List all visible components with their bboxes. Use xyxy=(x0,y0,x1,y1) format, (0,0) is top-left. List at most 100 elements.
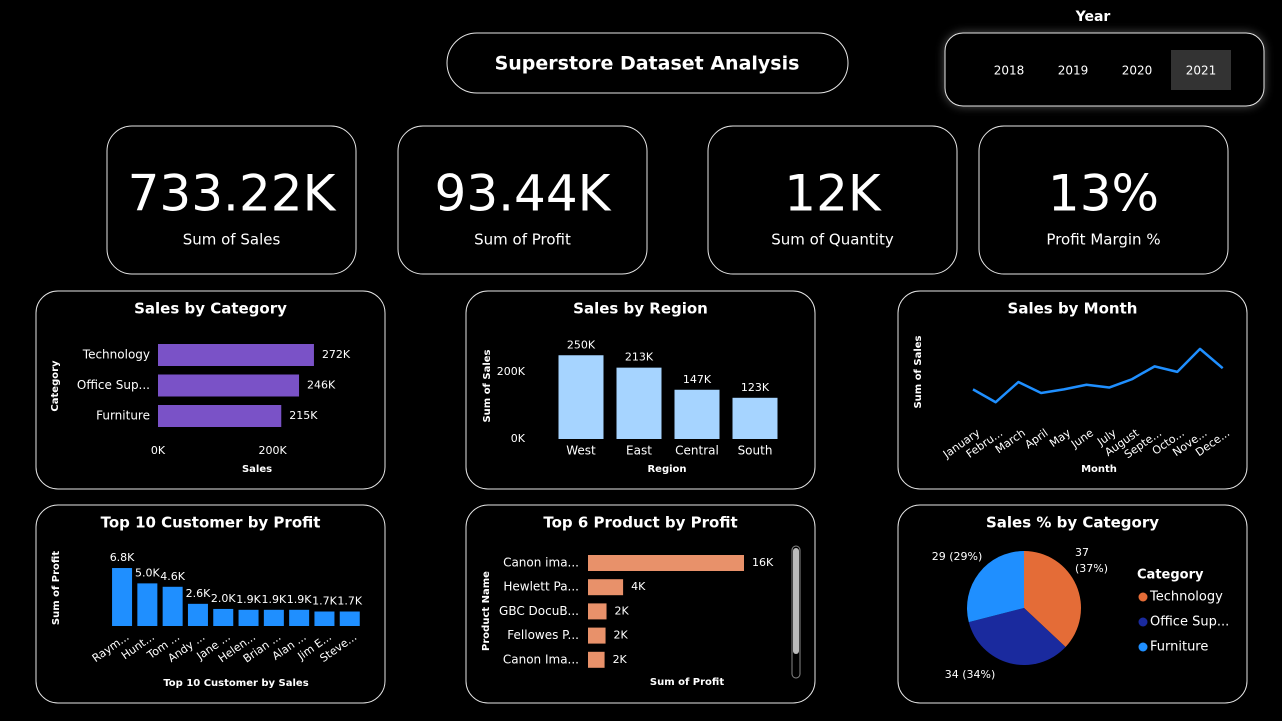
kpi-card xyxy=(106,125,357,275)
kpi-label: Sum of Sales xyxy=(183,231,281,249)
legend-label: Technology xyxy=(1149,590,1223,605)
bar xyxy=(588,651,605,668)
legend-swatch xyxy=(1138,617,1148,627)
data-label: 2K xyxy=(614,629,629,642)
y-tick-label: 200K xyxy=(497,365,526,378)
kpi-label: Profit Margin % xyxy=(1046,231,1160,249)
legend-label: Furniture xyxy=(1150,640,1208,655)
data-label: 2K xyxy=(615,604,630,617)
x-axis-title: Sales xyxy=(242,464,272,475)
x-axis-title: Sum of Profit xyxy=(650,677,724,688)
panel-title: Top 6 Product by Profit xyxy=(543,514,737,532)
x-axis-title: Top 10 Customer by Sales xyxy=(163,678,308,689)
bar xyxy=(588,627,606,644)
bar xyxy=(137,583,158,626)
data-label: 147K xyxy=(683,373,712,386)
slicer-title: Year xyxy=(1075,9,1111,25)
scrollbar-thumb[interactable] xyxy=(793,548,799,654)
bar xyxy=(314,611,335,626)
panel-title: Top 10 Customer by Profit xyxy=(101,514,321,532)
y-tick-label: Furniture xyxy=(96,409,150,423)
y-tick-label: GBC DocuB... xyxy=(499,604,579,618)
panel-title: Sales by Category xyxy=(134,300,287,318)
kpi-value: 93.44K xyxy=(435,165,612,223)
bar xyxy=(238,609,259,626)
bar xyxy=(263,609,284,626)
bar xyxy=(158,374,300,397)
kpi-card xyxy=(397,125,648,275)
slicer-selected xyxy=(1171,50,1231,90)
data-label: 123K xyxy=(741,381,770,394)
y-axis-title: Sum of Sales xyxy=(482,349,493,422)
kpi-value: 13% xyxy=(1048,165,1159,223)
data-label: 246K xyxy=(307,379,336,392)
panels xyxy=(35,290,1248,704)
y-axis-title: Product Name xyxy=(481,571,492,651)
panel-title: Sales % by Category xyxy=(986,514,1159,532)
panel-title: Sales by Region xyxy=(573,300,708,318)
line xyxy=(972,347,1224,404)
y-tick-label: Canon ima... xyxy=(503,556,579,570)
scrollbar-track[interactable] xyxy=(791,545,801,679)
data-label: 2.0K xyxy=(211,592,236,605)
slicer-option[interactable]: 2021 xyxy=(1186,64,1217,78)
pie-slice xyxy=(966,551,1024,623)
y-tick-label: Canon Ima... xyxy=(503,652,579,666)
y-tick-label: Technology xyxy=(82,348,150,362)
slicer-option[interactable]: 2019 xyxy=(1058,64,1089,78)
data-label: 2.6K xyxy=(186,587,211,600)
data-label: 1.9K xyxy=(236,593,261,606)
data-label: 6.8K xyxy=(110,551,135,564)
slicer: 2018 2019 2020 2021 xyxy=(994,50,1231,90)
y-tick-label: Fellowes P... xyxy=(507,628,579,642)
x-tick-label: 0K xyxy=(151,444,166,457)
x-axis-title: Region xyxy=(647,464,686,475)
kpi-value: 733.22K xyxy=(128,165,337,223)
x-tick-label: East xyxy=(626,444,652,458)
data-label: 29 (29%) xyxy=(932,550,983,563)
slicer-option[interactable]: 2018 xyxy=(994,64,1025,78)
x-axis-title: Month xyxy=(1081,464,1117,475)
data-label: 37 (37%) xyxy=(1075,546,1108,575)
y-axis-title: Category xyxy=(50,360,61,412)
legend-swatch xyxy=(1138,592,1148,602)
y-axis-title: Sum of Profit xyxy=(51,551,62,625)
bar xyxy=(588,603,607,620)
panel xyxy=(35,504,386,704)
panel xyxy=(465,504,816,704)
kpi-label: Sum of Profit xyxy=(474,231,571,249)
y-tick-label: 0K xyxy=(511,432,526,445)
kpi-label: Sum of Quantity xyxy=(771,231,894,249)
kpi-row: 733.22K Sum of Sales 93.44K Sum of Profit 12… xyxy=(106,125,1229,275)
dashboard-title: Superstore Dataset Analysis xyxy=(495,53,800,75)
legend-swatch xyxy=(1138,642,1148,652)
data-label: 5.0K xyxy=(135,566,160,579)
bar xyxy=(616,367,662,439)
x-tick-label: Central xyxy=(675,444,719,458)
data-label: 1.9K xyxy=(261,593,286,606)
data-label: 1.9K xyxy=(287,593,312,606)
bar xyxy=(674,389,720,439)
x-tick-label: South xyxy=(738,444,773,458)
bar xyxy=(588,579,624,596)
data-label: 16K xyxy=(752,556,774,569)
bar xyxy=(732,397,778,439)
bar xyxy=(187,603,208,626)
bar xyxy=(158,344,314,366)
panel xyxy=(897,290,1248,490)
x-tick-label: West xyxy=(566,444,596,458)
bar xyxy=(558,355,604,439)
bar xyxy=(213,608,234,626)
slicer-option[interactable]: 2020 xyxy=(1122,64,1153,78)
data-label: 1.7K xyxy=(337,595,362,608)
data-label: 1.7K xyxy=(312,595,337,608)
data-label: 4.6K xyxy=(160,570,185,583)
x-tick-label: 200K xyxy=(259,444,288,457)
panel-title: Sales by Month xyxy=(1008,300,1138,318)
y-axis-title: Sum of Sales xyxy=(913,335,924,408)
pie-slice xyxy=(1024,551,1081,648)
bar xyxy=(158,405,282,427)
legend-title: Category xyxy=(1137,568,1204,583)
